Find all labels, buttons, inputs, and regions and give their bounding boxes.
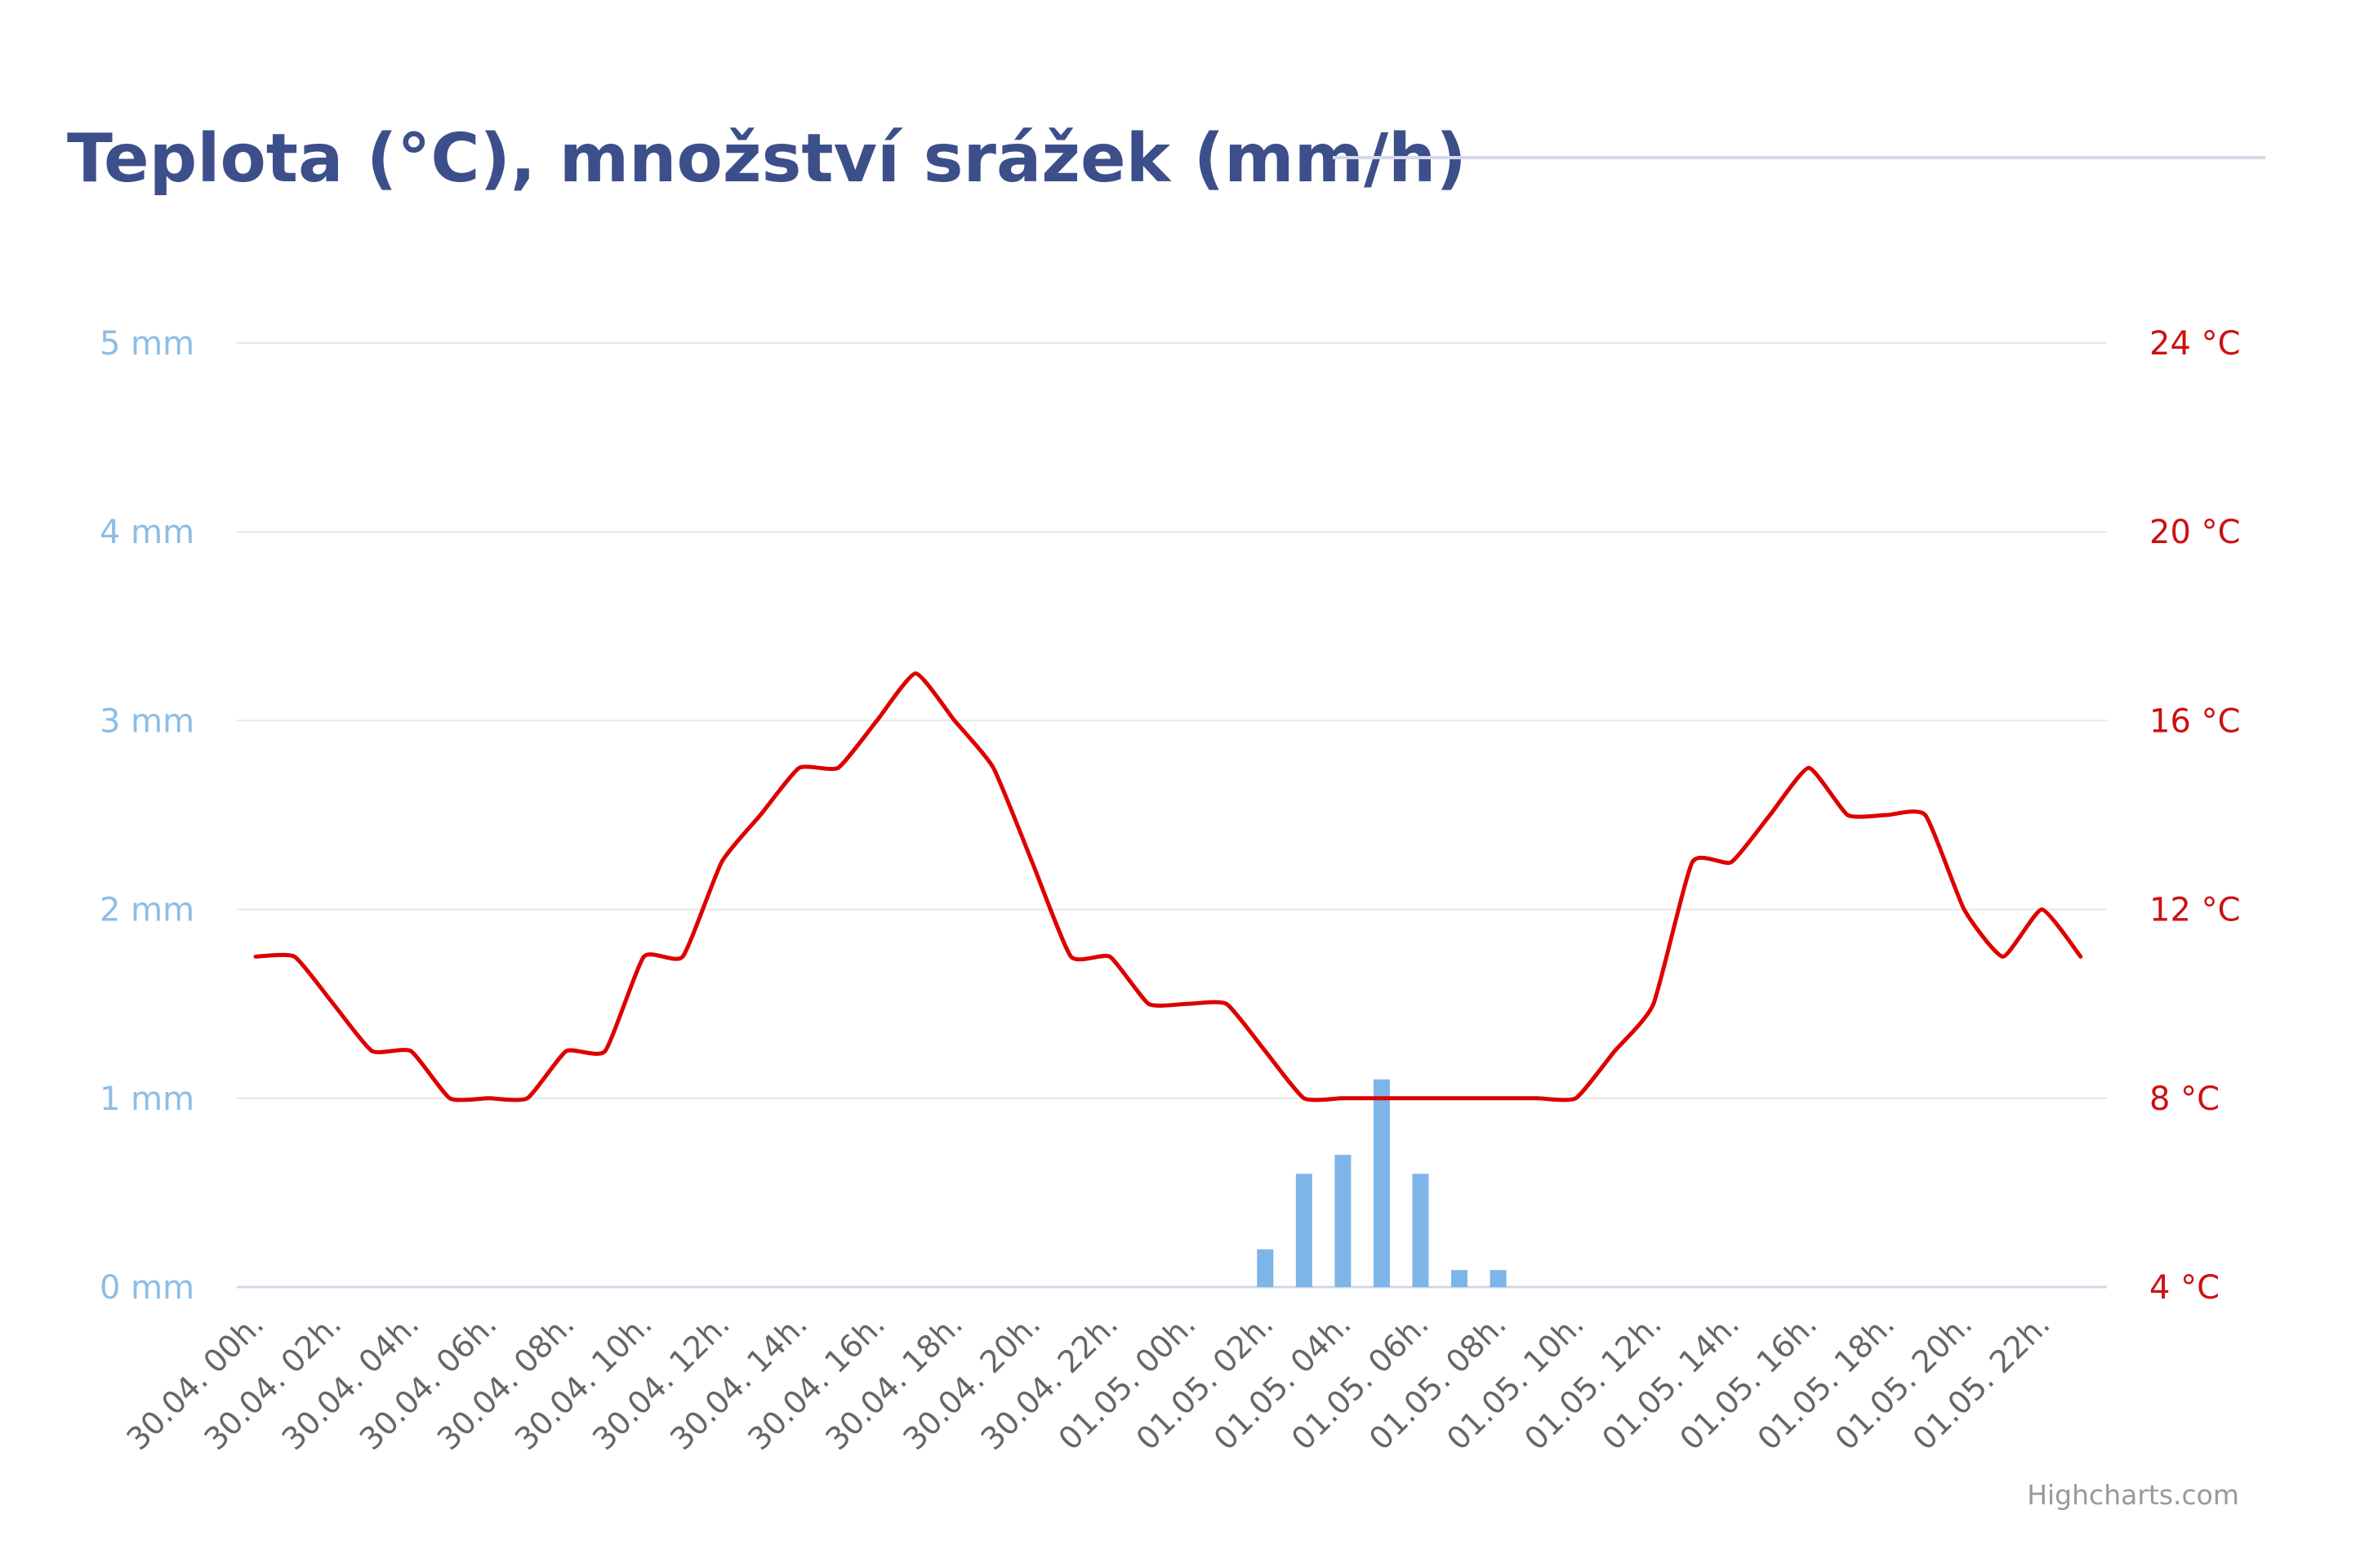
- right-axis-tick-label: 20 °C: [2149, 514, 2241, 551]
- precipitation-bar[interactable]: [1373, 1079, 1390, 1287]
- credits-link[interactable]: Highcharts.com: [2027, 1479, 2239, 1511]
- right-axis-tick-label: 8 °C: [2149, 1080, 2220, 1118]
- left-axis-tick-label: 4 mm: [100, 514, 194, 551]
- right-axis-tick-label: 16 °C: [2149, 702, 2241, 740]
- precipitation-bar[interactable]: [1412, 1174, 1429, 1287]
- precipitation-bar[interactable]: [1295, 1174, 1312, 1287]
- left-axis-tick-label: 1 mm: [100, 1080, 194, 1118]
- right-axis-labels: 4 °C 8 °C 12 °C 16 °C 20 °C 24 °C: [2149, 325, 2241, 1307]
- precipitation-bar[interactable]: [1257, 1249, 1274, 1287]
- precipitation-bar[interactable]: [1451, 1270, 1468, 1287]
- right-axis-tick-label: 4 °C: [2149, 1269, 2220, 1307]
- precipitation-bar[interactable]: [1334, 1155, 1352, 1287]
- temperature-series: [253, 671, 2083, 1102]
- chart-title: Teplota (°C), množství srážek (mm/h): [67, 120, 1467, 198]
- x-axis-labels: 30.04. 00h.30.04. 02h.30.04. 04h.30.04. …: [119, 1306, 2056, 1457]
- right-axis-tick-label: 24 °C: [2149, 325, 2241, 363]
- grid-lines: [237, 342, 2107, 1289]
- right-axis-tick-label: 12 °C: [2149, 892, 2241, 929]
- precipitation-series: [1257, 1079, 1507, 1287]
- left-axis-labels: 0 mm 1 mm 2 mm 3 mm 4 mm 5 mm: [100, 325, 194, 1307]
- left-axis-tick-label: 2 mm: [100, 892, 194, 929]
- left-axis-tick-label: 0 mm: [100, 1269, 194, 1307]
- left-axis-tick-label: 3 mm: [100, 702, 194, 740]
- precipitation-bar[interactable]: [1490, 1270, 1507, 1287]
- temperature-line[interactable]: [253, 671, 2083, 1102]
- left-axis-tick-label: 5 mm: [100, 325, 194, 363]
